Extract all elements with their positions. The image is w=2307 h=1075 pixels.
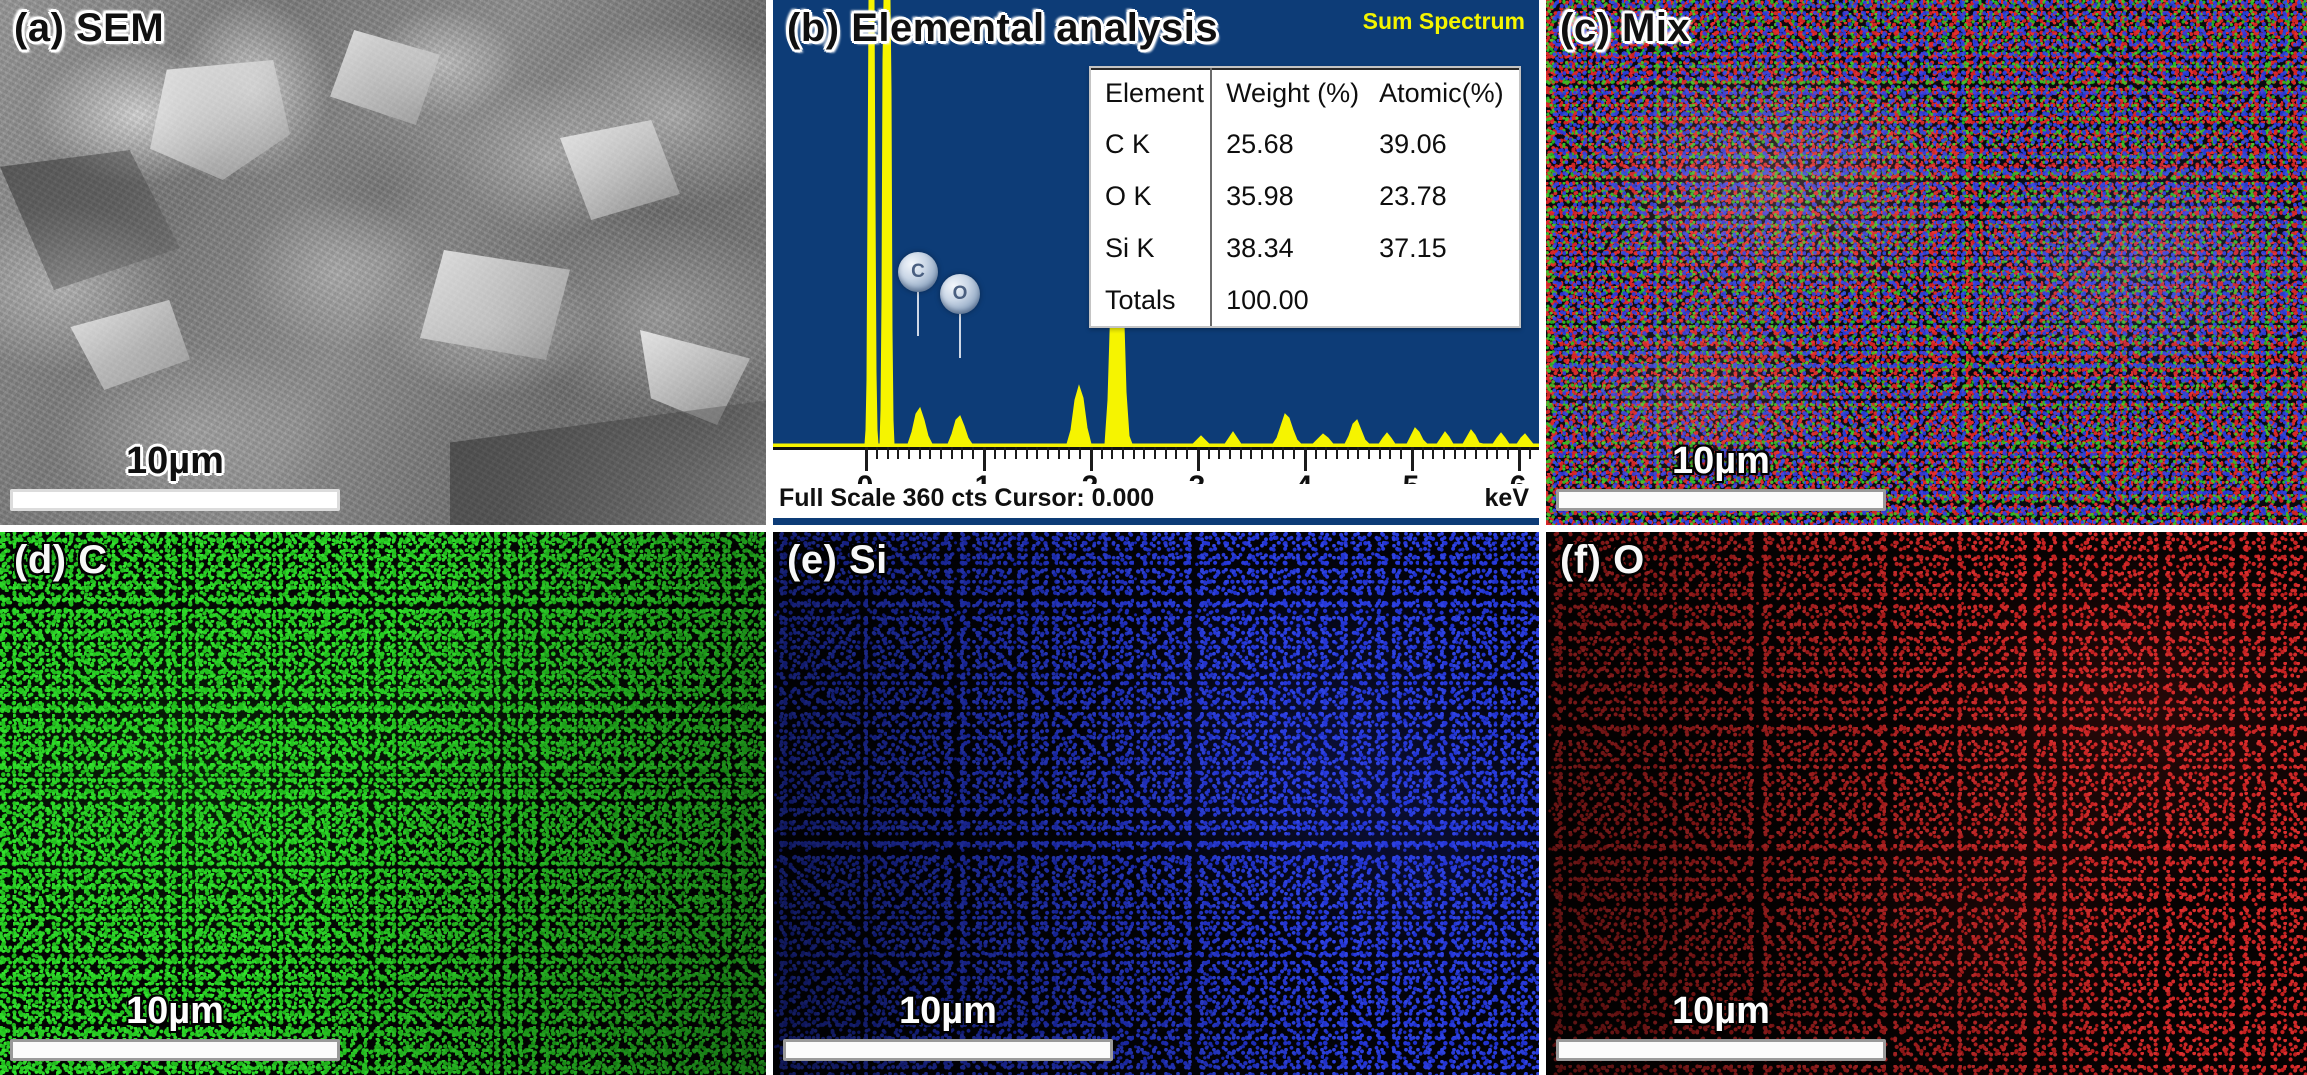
panel-d-carbon-map: (d) C 10µm [0, 532, 766, 1075]
panel-e-silicon-map: (e) Si 10µm [773, 532, 1539, 1075]
gutter-vertical-left [766, 0, 773, 1075]
table-header-row: Element Weight (%) Atomic(%) [1091, 69, 1519, 119]
axis-ticks [773, 447, 1539, 473]
eds-spectrum-trace [773, 0, 1539, 447]
cell-weight: 35.98 [1210, 170, 1366, 223]
table-row: Si K 38.34 37.15 [1091, 222, 1519, 275]
table-row: C K 25.68 39.06 [1091, 119, 1519, 171]
table-row: O K 35.98 23.78 [1091, 170, 1519, 223]
silicon-map-density-gradient [773, 532, 1539, 1075]
cell-element: Totals [1105, 284, 1176, 315]
panel-a-sem: (a) SEM 10µm [0, 0, 766, 525]
mix-map-haze [1546, 0, 2307, 525]
table-row-totals: Totals 100.00 [1091, 274, 1519, 326]
axis-baseline [773, 447, 1539, 450]
carbon-peak-marker[interactable]: C [898, 252, 938, 292]
gutter-horizontal [0, 525, 2307, 532]
header-weight: Weight (%) [1210, 69, 1366, 119]
header-atomic: Atomic(%) [1379, 78, 1504, 108]
eds-spectrum-window: Sum Spectrum C O Si [773, 0, 1539, 525]
carbon-peak-leader [917, 290, 919, 336]
sum-spectrum-label: Sum Spectrum [1362, 8, 1525, 34]
oxygen-peak-leader [959, 312, 961, 358]
gutter-vertical-right [1539, 0, 1546, 1075]
carbon-map-density-gradient [0, 532, 766, 1075]
status-full-scale-cursor: Full Scale 360 cts Cursor: 0.000 [779, 484, 1155, 512]
mix-map-blue-channel [1546, 0, 2307, 525]
cell-element: O K [1105, 181, 1152, 212]
sem-particle [420, 250, 570, 360]
cell-atomic: 23.78 [1379, 181, 1447, 212]
cell-atomic [1365, 274, 1519, 326]
status-kev-unit: keV [1484, 484, 1529, 512]
eds-bottom-frame [773, 518, 1539, 525]
eds-status-bar: Full Scale 360 cts Cursor: 0.000 keV [773, 484, 1539, 518]
panel-b-elemental-analysis: Sum Spectrum C O Si [773, 0, 1539, 525]
cell-atomic: 37.15 [1379, 232, 1447, 263]
cell-weight: 38.34 [1210, 222, 1366, 275]
header-element: Element [1105, 78, 1205, 108]
cell-atomic: 39.06 [1379, 129, 1447, 160]
elemental-composition-table: Element Weight (%) Atomic(%) C K 25.68 3… [1089, 66, 1521, 328]
cell-weight: 25.68 [1210, 119, 1366, 171]
oxygen-map-density-gradient [1546, 532, 2307, 1075]
cell-element: C K [1105, 129, 1151, 160]
panel-f-oxygen-map: (f) O 10µm [1546, 532, 2307, 1075]
cell-element: Si K [1105, 232, 1155, 263]
panel-c-mix-map: (c) Mix 10µm [1546, 0, 2307, 525]
cell-weight: 100.00 [1210, 274, 1366, 326]
carbon-map-dots [0, 532, 766, 1075]
oxygen-peak-marker[interactable]: O [940, 274, 980, 314]
